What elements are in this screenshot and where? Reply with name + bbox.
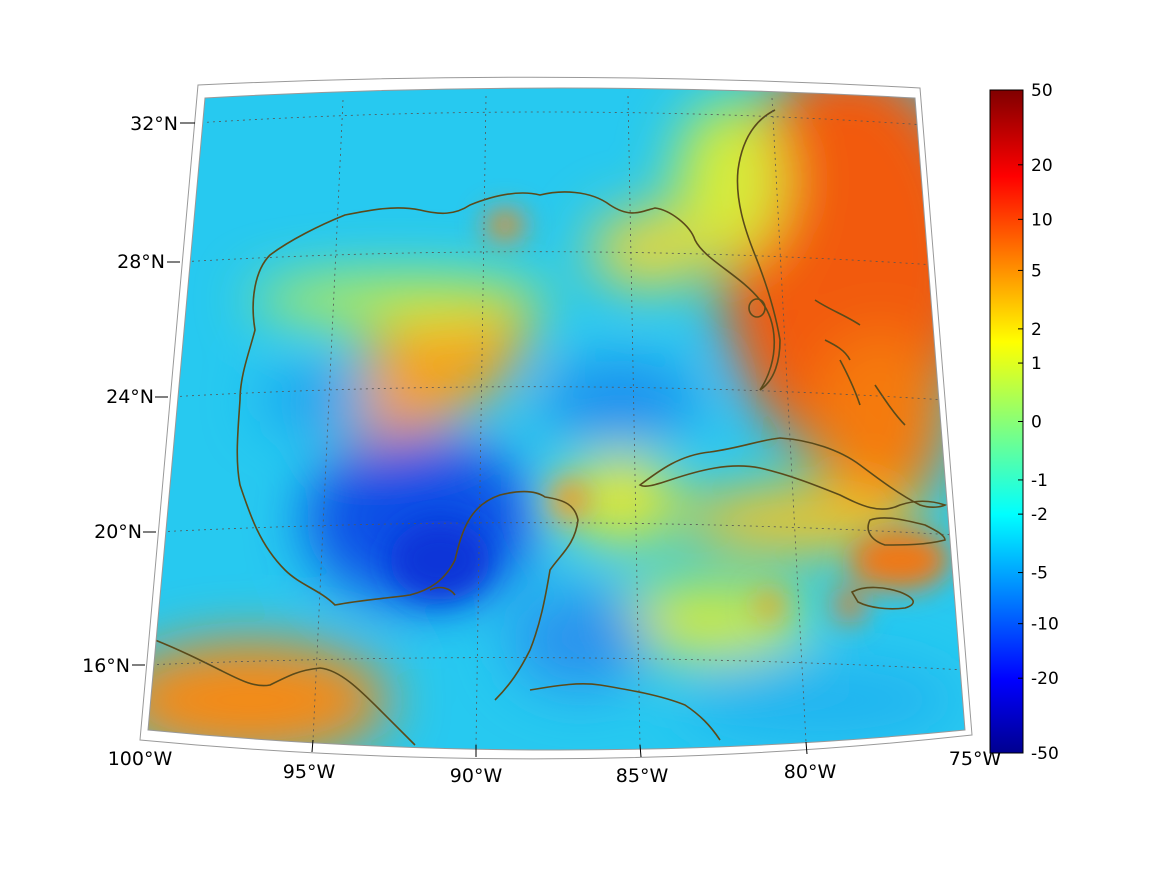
florida-east-coast (736, 109, 781, 391)
coastline-layer (154, 109, 948, 746)
map-frame (139, 76, 973, 760)
lon-tick-label: 95°W (283, 761, 336, 783)
yucatan-islands (429, 586, 456, 596)
longitude-axis: 100°W 95°W 90°W 85°W 80°W 75°W (108, 739, 1002, 787)
lat-tick-label: 20°N (94, 521, 142, 543)
lake-okeechobee (748, 298, 766, 318)
grid-line-lon-85 (627, 95, 641, 746)
colorbar-tick-label: 20 (1031, 156, 1053, 176)
grid-line-lon-90 (475, 95, 487, 746)
grid-line-lat-24 (167, 386, 946, 401)
colorbar-gradient (989, 89, 1024, 754)
lon-tick-label: 100°W (108, 748, 173, 770)
colorbar-tick-label: 1 (1031, 354, 1042, 374)
lon-tick-label: 80°W (784, 761, 837, 783)
colorbar-tick-label: 2 (1031, 320, 1042, 340)
gulf-coastline (236, 191, 775, 701)
colorbar-tick-label: 5 (1031, 261, 1042, 281)
cuba-outline (638, 437, 948, 510)
colorbar-tick-label: -10 (1031, 615, 1059, 635)
lat-tick-label: 28°N (117, 251, 165, 273)
lat-tick-label: 24°N (106, 386, 154, 408)
graticule-grid (148, 95, 965, 746)
colorbar-tick-label: 50 (1031, 81, 1053, 101)
grid-line-lat-28 (179, 251, 936, 266)
colorbar-tick-label: 10 (1031, 210, 1053, 230)
hispaniola-outline (867, 517, 946, 546)
colorbar-tick-label: -1 (1031, 471, 1048, 491)
jamaica-outline (850, 586, 914, 610)
lat-tick-label: 16°N (82, 655, 130, 677)
honduras-coast (529, 683, 721, 741)
colorbar-tick-label: -20 (1031, 669, 1059, 689)
lon-tick-label: 90°W (450, 765, 503, 787)
colorbar-tick-label: -5 (1031, 564, 1048, 584)
central-america-coast (154, 639, 416, 746)
lon-tick-label: 85°W (616, 765, 669, 787)
data-field (148, 88, 965, 750)
colorbar-tick-label: 0 (1031, 413, 1042, 433)
lon-tick-label: 75°W (949, 748, 1002, 770)
colorbar-tick-label: -50 (1031, 744, 1059, 764)
lat-tick-label: 32°N (130, 113, 178, 135)
grid-line-lat-16 (148, 657, 965, 671)
colorbar-tick-label: -2 (1031, 505, 1048, 525)
latitude-axis: 32°N 28°N 24°N 20°N 16°N (82, 113, 195, 677)
bahamas-islands (814, 299, 906, 426)
grid-line-lat-20 (155, 522, 956, 536)
